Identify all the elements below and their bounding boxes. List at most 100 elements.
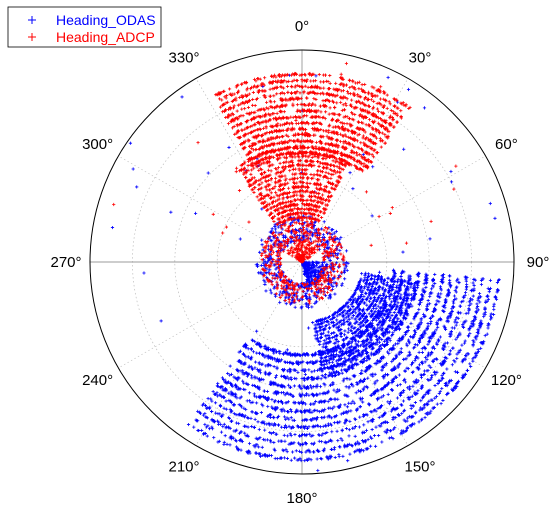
data-point [450, 309, 454, 313]
data-point [245, 86, 249, 90]
data-point [315, 457, 319, 461]
data-point [285, 450, 289, 454]
data-point [361, 400, 365, 404]
data-point [406, 87, 411, 92]
data-point [385, 428, 389, 432]
data-point [320, 440, 324, 444]
data-point [461, 325, 466, 330]
data-point [449, 330, 453, 334]
data-point [435, 342, 439, 347]
data-point [200, 428, 204, 433]
data-point [463, 290, 468, 295]
data-point [411, 384, 415, 388]
data-point [290, 409, 294, 414]
data-point [207, 427, 212, 431]
data-point [464, 287, 468, 291]
data-point [282, 433, 286, 437]
data-point [227, 391, 231, 395]
data-point [315, 368, 320, 372]
data-point [465, 284, 469, 289]
data-point [423, 392, 427, 396]
data-point [393, 356, 397, 361]
data-point [401, 250, 405, 254]
data-point [352, 401, 356, 405]
data-point [257, 445, 261, 449]
grid-spoke [118, 261, 303, 369]
data-point [271, 415, 275, 419]
data-point [301, 368, 305, 372]
data-point [445, 367, 449, 371]
data-point [462, 341, 467, 345]
data-point [287, 424, 291, 428]
data-point [216, 381, 220, 386]
data-point [135, 185, 139, 189]
data-point [281, 352, 286, 356]
data-point [327, 414, 331, 418]
data-point [369, 409, 373, 414]
data-point [422, 404, 426, 408]
data-point [419, 399, 423, 403]
data-point [372, 409, 376, 413]
data-point [272, 364, 276, 369]
data-point [253, 360, 258, 364]
data-point [347, 434, 351, 438]
data-point [351, 304, 355, 308]
data-point [396, 301, 400, 305]
data-point [206, 171, 210, 175]
data-point [422, 106, 427, 110]
data-point [340, 108, 344, 112]
data-point [365, 298, 369, 302]
data-point [427, 339, 431, 344]
data-point [345, 347, 349, 351]
data-point [417, 363, 422, 367]
data-point [343, 329, 347, 333]
data-point [434, 328, 438, 332]
data-point [348, 452, 352, 456]
data-point [400, 403, 404, 407]
data-point [399, 275, 403, 279]
data-point [327, 439, 331, 443]
data-point [354, 417, 358, 422]
data-point [253, 445, 257, 449]
data-point [396, 100, 400, 104]
data-point [442, 371, 446, 375]
data-point [464, 277, 468, 281]
data-point [274, 432, 278, 436]
data-point [377, 270, 382, 274]
data-point [356, 442, 360, 446]
data-point [278, 300, 282, 305]
data-point [255, 367, 259, 371]
data-point [477, 292, 482, 296]
data-point [142, 271, 146, 275]
data-point [350, 366, 354, 370]
data-point [358, 371, 363, 376]
data-point [374, 349, 379, 353]
data-point [364, 428, 369, 432]
data-point [387, 436, 392, 440]
data-point [329, 447, 333, 452]
data-point [256, 420, 260, 424]
data-point [386, 381, 391, 385]
data-point [326, 406, 331, 410]
data-point [215, 384, 219, 388]
data-point [377, 415, 381, 420]
data-point [417, 420, 421, 424]
data-point [459, 311, 463, 315]
data-point [303, 372, 307, 376]
data-point [219, 422, 223, 426]
data-point [464, 311, 468, 316]
data-point [468, 326, 472, 331]
data-point [273, 399, 277, 403]
data-point [366, 420, 370, 424]
data-point [332, 341, 336, 345]
data-point [243, 414, 247, 418]
data-point [430, 373, 434, 378]
data-point [348, 171, 352, 175]
data-point [433, 396, 437, 400]
data-point [312, 384, 316, 389]
data-point [275, 367, 279, 371]
data-point [317, 247, 322, 251]
data-point [474, 311, 479, 315]
data-point [312, 369, 317, 373]
data-point [339, 368, 344, 372]
